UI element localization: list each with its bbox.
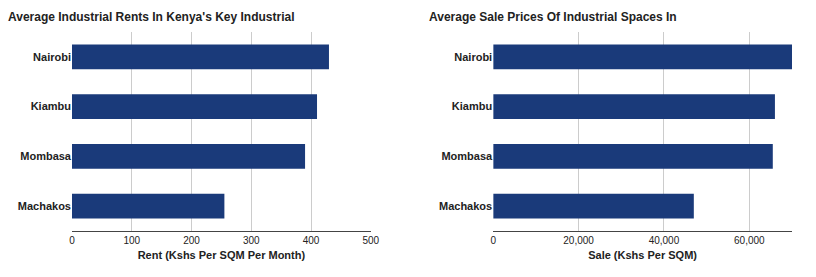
svg-text:500: 500 [362,235,379,246]
svg-text:Mombasa: Mombasa [20,150,72,162]
svg-text:Machakos: Machakos [439,200,492,212]
svg-text:400: 400 [303,235,320,246]
svg-text:Nairobi: Nairobi [454,51,492,63]
svg-text:40,000: 40,000 [649,235,680,246]
svg-text:Kiambu: Kiambu [452,100,492,112]
svg-text:20,000: 20,000 [563,235,594,246]
svg-text:Rent (Kshs Per SQM Per Month): Rent (Kshs Per SQM Per Month) [138,249,306,261]
svg-text:100: 100 [123,235,140,246]
svg-text:0: 0 [69,235,75,246]
svg-text:0: 0 [490,235,496,246]
svg-text:200: 200 [183,235,200,246]
svg-text:Average Industrial Rents In Ke: Average Industrial Rents In Kenya's Key … [8,10,295,24]
svg-text:60,000: 60,000 [734,235,765,246]
svg-text:Kiambu: Kiambu [31,100,71,112]
svg-text:300: 300 [243,235,260,246]
svg-text:Nairobi: Nairobi [33,51,71,63]
svg-text:Mombasa: Mombasa [441,150,493,162]
svg-text:Average Sale Prices Of Industr: Average Sale Prices Of Industrial Spaces… [429,10,677,24]
svg-text:Sale (Kshs Per SQM): Sale (Kshs Per SQM) [588,249,697,261]
svg-text:Machakos: Machakos [18,200,71,212]
